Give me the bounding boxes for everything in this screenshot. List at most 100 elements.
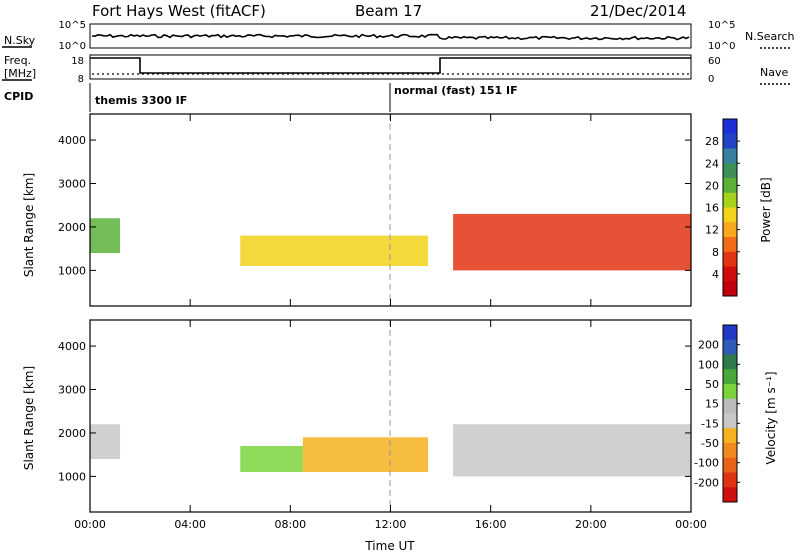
y-tick-label: 4000 [58,340,86,353]
x-tick-label: 00:00 [675,518,707,531]
colorbar-tick-label: 50 [705,378,719,391]
echo-region [240,235,429,267]
colorbar-tick-label: 12 [705,224,719,237]
colorbar-segment [723,251,737,267]
colorbar-segment [723,148,737,164]
echo-region [90,218,121,254]
y-tick-label: 2000 [58,427,86,440]
nsearch-label: N.Search [745,30,795,43]
colorbar-segment [723,266,737,282]
x-tick-label: 16:00 [475,518,507,531]
colorbar-tick-label: -200 [694,476,719,489]
y-tick-label: 2000 [58,221,86,234]
power-y-axis: 4000 3000 2000 1000 [58,134,691,277]
colorbar-segment [723,428,737,444]
colorbar-tick-label: 16 [705,202,719,215]
nave-tick-top: 60 [708,56,721,67]
velocity-echo-marks [90,424,691,477]
beam-title: Beam 17 [355,2,422,20]
echo-region [302,437,429,473]
colorbar-segment [723,163,737,179]
nsky-panel: N.Sky 10^5 10^0 10^5 10^0 N.Search [2,20,795,52]
colorbar-segment [723,398,737,414]
y-tick-label: 4000 [58,134,86,147]
cpid-segment-1: themis 3300 IF [95,94,187,107]
nsky-tick-bottom: 10^0 [59,41,86,52]
colorbar-segment [723,325,737,341]
x-tick-label: 12:00 [375,518,407,531]
x-tick-label: 00:00 [74,518,106,531]
velocity-colorbar: 200 100 50 15 -15 -50 -100 -200 [694,324,740,503]
freq-label: Freq. [4,54,31,67]
velocity-colorbar-label: Velocity [m s⁻¹] [764,371,778,464]
x-tick-label: 20:00 [575,518,607,531]
power-echo-marks [90,213,691,271]
colorbar-tick-label: -50 [701,437,719,450]
velocity-x-ticks: 00:00 04:00 08:00 12:00 16:00 20:00 00:00 [74,320,707,531]
freq-frame [89,54,692,80]
y-tick-label: 3000 [58,384,86,397]
nsky-frame [89,23,692,49]
colorbar-tick-label: 15 [705,398,719,411]
velocity-y-label: Slant Range [km] [22,366,36,470]
colorbar-tick-label: 24 [705,157,719,170]
x-tick-label: 08:00 [274,518,306,531]
nsky-trace [91,33,690,41]
colorbar-segment [723,178,737,194]
colorbar-segment [723,281,737,297]
colorbar-tick-label: 4 [712,268,719,281]
nsearch-tick-top: 10^5 [708,20,735,31]
colorbar-segment [723,443,737,459]
echo-region [453,424,691,477]
freq-trace [90,57,691,74]
nave-label: Nave [760,66,788,79]
echo-region [90,424,121,460]
colorbar-segment [723,487,737,503]
power-y-label: Slant Range [km] [22,173,36,277]
nsky-label: N.Sky [4,34,36,47]
power-colorbar: 28 24 20 16 12 8 4 [705,118,740,297]
nsearch-tick-bottom: 10^0 [708,41,735,52]
colorbar-tick-label: 8 [712,246,719,259]
colorbar-segment [723,133,737,149]
cpid-label: CPID [4,90,33,103]
y-tick-label: 1000 [58,264,86,277]
colorbar-segment [723,222,737,238]
nave-tick-bottom: 0 [708,74,714,85]
colorbar-segment [723,413,737,429]
y-tick-label: 1000 [58,470,86,483]
power-colorbar-label: Power [dB] [759,177,773,242]
colorbar-segment [723,369,737,385]
colorbar-segment [723,384,737,400]
colorbar-segment [723,457,737,473]
colorbar-tick-label: -100 [694,457,719,470]
freq-unit: [MHz] [4,67,36,80]
power-panel: 4000 3000 2000 1000 Slant Range [km] 28 24 20… [22,113,773,307]
echo-region [240,445,303,473]
colorbar-segment [723,339,737,355]
x-tick-label: 04:00 [174,518,206,531]
nsky-tick-top: 10^5 [59,20,86,31]
x-axis-label: Time UT [364,539,415,553]
colorbar-segment [723,192,737,208]
station-title: Fort Hays West (fitACF) [92,2,266,20]
echo-region [453,213,691,271]
power-x-ticks [89,114,692,306]
colorbar-frame [722,324,738,503]
cpid-segment-2: normal (fast) 151 IF [394,84,518,97]
colorbar-segment [723,237,737,253]
colorbar-segment [723,207,737,223]
colorbar-tick-label: 20 [705,179,719,192]
velocity-y-axis: 4000 3000 2000 1000 [58,340,691,483]
colorbar-segment [723,354,737,370]
freq-tick-bottom: 8 [78,74,84,85]
freq-tick-top: 18 [71,56,84,67]
y-tick-label: 3000 [58,178,86,191]
cpid-row: CPID themis 3300 IF normal (fast) 151 IF [4,83,518,112]
colorbar-tick-label: 100 [698,358,719,371]
freq-panel: Freq. [MHz] 18 8 60 0 Nave [2,54,792,85]
colorbar-tick-label: -15 [701,417,719,430]
colorbar-tick-label: 28 [705,135,719,148]
velocity-panel: 4000 3000 2000 1000 00:00 04:00 08:00 12:00 16:… [22,319,778,553]
